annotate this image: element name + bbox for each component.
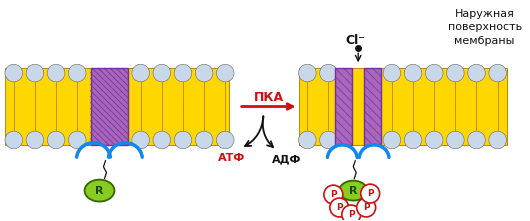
Circle shape bbox=[132, 64, 149, 82]
Circle shape bbox=[47, 131, 65, 149]
Circle shape bbox=[330, 198, 349, 217]
Circle shape bbox=[320, 64, 337, 82]
Circle shape bbox=[132, 131, 149, 149]
Text: P: P bbox=[367, 189, 374, 198]
Circle shape bbox=[174, 131, 192, 149]
Circle shape bbox=[489, 131, 507, 149]
Circle shape bbox=[342, 205, 361, 221]
Circle shape bbox=[404, 131, 422, 149]
Text: R: R bbox=[95, 186, 104, 196]
Text: P: P bbox=[336, 203, 342, 212]
Circle shape bbox=[195, 64, 213, 82]
Bar bbox=[335, 68, 352, 145]
Circle shape bbox=[383, 64, 401, 82]
Circle shape bbox=[447, 131, 464, 149]
Circle shape bbox=[298, 131, 316, 149]
Circle shape bbox=[298, 64, 316, 82]
Text: ПКА: ПКА bbox=[253, 91, 284, 104]
Text: P: P bbox=[348, 210, 355, 219]
Circle shape bbox=[357, 198, 376, 217]
Text: R: R bbox=[349, 186, 358, 196]
Text: АДФ: АДФ bbox=[272, 154, 301, 164]
Circle shape bbox=[195, 131, 213, 149]
Bar bbox=[5, 68, 229, 145]
Circle shape bbox=[447, 64, 464, 82]
Circle shape bbox=[26, 64, 44, 82]
Text: Cl⁻: Cl⁻ bbox=[345, 34, 365, 47]
Circle shape bbox=[216, 64, 234, 82]
Circle shape bbox=[174, 64, 192, 82]
Text: поверхность: поверхность bbox=[447, 23, 522, 32]
Bar bbox=[298, 68, 507, 145]
Circle shape bbox=[216, 131, 234, 149]
Text: P: P bbox=[330, 190, 337, 199]
Text: мембраны: мембраны bbox=[454, 36, 515, 46]
Circle shape bbox=[320, 131, 337, 149]
Circle shape bbox=[68, 131, 86, 149]
Circle shape bbox=[324, 185, 343, 204]
Circle shape bbox=[5, 131, 23, 149]
Circle shape bbox=[68, 64, 86, 82]
Circle shape bbox=[404, 64, 422, 82]
Circle shape bbox=[47, 64, 65, 82]
Circle shape bbox=[426, 64, 443, 82]
Circle shape bbox=[153, 131, 171, 149]
Circle shape bbox=[361, 184, 379, 203]
Bar bbox=[91, 68, 128, 145]
Circle shape bbox=[426, 131, 443, 149]
Ellipse shape bbox=[85, 180, 114, 202]
Circle shape bbox=[467, 131, 485, 149]
Text: Наружная: Наружная bbox=[455, 8, 515, 19]
Circle shape bbox=[153, 64, 171, 82]
Circle shape bbox=[467, 64, 485, 82]
Circle shape bbox=[489, 64, 507, 82]
Ellipse shape bbox=[339, 181, 367, 200]
Text: P: P bbox=[363, 203, 369, 212]
Circle shape bbox=[26, 131, 44, 149]
Text: АТФ: АТФ bbox=[218, 153, 245, 163]
Circle shape bbox=[5, 64, 23, 82]
Bar bbox=[364, 68, 381, 145]
Circle shape bbox=[383, 131, 401, 149]
